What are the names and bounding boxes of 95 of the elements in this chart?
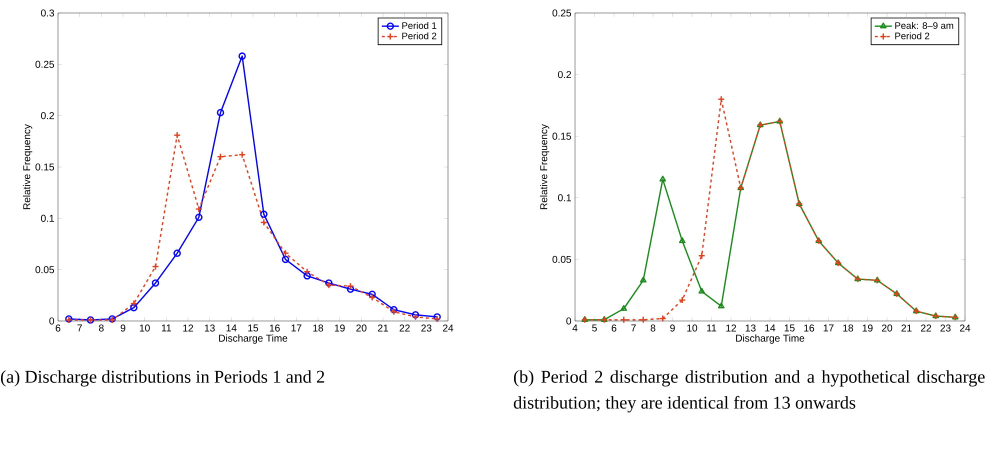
x-tick-label: 5: [592, 324, 597, 332]
point: [260, 218, 268, 226]
point: [173, 131, 181, 139]
x-tick-label: 19: [334, 324, 345, 332]
y-tick-label: 0.2: [558, 71, 571, 78]
x-tick-label: 9: [670, 324, 675, 332]
y-tick-label: 0.05: [35, 266, 54, 274]
y-tick-label: 0.3: [41, 9, 54, 17]
point: [238, 150, 246, 158]
x-tick-label: 15: [784, 324, 795, 332]
y-axis-title: Relative Frequency: [22, 124, 32, 210]
point: [303, 272, 311, 280]
x-tick-label: 23: [940, 324, 951, 332]
point: [368, 294, 376, 302]
x-tick-label: 18: [843, 324, 854, 332]
text: (a) Discharge distributions in Periods 1 and 2: [0, 370, 324, 387]
x-tick-label: 19: [862, 324, 873, 332]
point: [130, 300, 138, 308]
point: [620, 316, 628, 324]
point: [195, 214, 203, 222]
legend-label: Peak: 8–9 am: [895, 22, 954, 29]
x-tick-label: 18: [313, 324, 324, 332]
y-tick-label: 0: [49, 317, 54, 325]
point: [718, 302, 725, 308]
point: [620, 304, 628, 311]
point: [260, 210, 268, 218]
y-tick-label: 0.1: [41, 214, 54, 222]
y-tick-label: 0: [566, 317, 572, 325]
point: [678, 237, 686, 244]
x-tick-label: 15: [248, 324, 258, 332]
point: [303, 268, 311, 276]
x-tick-label: 6: [56, 324, 60, 332]
x-tick-label: 11: [707, 324, 716, 332]
x-tick-label: 21: [378, 324, 388, 332]
x-tick-label: 17: [824, 324, 834, 332]
y-tick-label: 0.15: [35, 163, 54, 171]
x-tick-label: 4: [572, 324, 578, 332]
x-tick-label: 16: [804, 324, 814, 332]
point: [659, 176, 666, 182]
x-tick-label: 24: [442, 324, 454, 332]
point: [659, 314, 666, 322]
x-axis-title: Discharge Time: [219, 334, 288, 344]
x-tick-label: 14: [226, 324, 237, 332]
point: [718, 96, 725, 103]
legend-label: Period 1: [402, 22, 436, 29]
point: [152, 262, 160, 270]
x-tick-label: 12: [183, 324, 194, 332]
x-tick-label: 20: [356, 324, 366, 332]
x-tick-label: 9: [120, 324, 126, 332]
y-tick-label: 0.05: [552, 256, 572, 263]
x-tick-label: 10: [687, 324, 698, 332]
x-tick-label: 14: [765, 324, 776, 332]
x-tick-label: 22: [400, 324, 410, 332]
point: [346, 282, 354, 290]
x-tick-label: 13: [204, 324, 215, 332]
x-tick-label: 6: [612, 324, 616, 332]
x-tick-label: 20: [882, 324, 892, 332]
point: [698, 252, 706, 260]
x-tick-label: 17: [292, 324, 302, 332]
x-tick-label: 16: [270, 324, 280, 332]
point: [216, 108, 224, 116]
x-tick-label: 8: [99, 324, 104, 332]
x-tick-label: 7: [77, 324, 82, 332]
y-tick-label: 0.1: [558, 194, 572, 202]
point: [130, 304, 138, 312]
point: [152, 279, 160, 287]
point: [282, 250, 290, 257]
x-tick-label: 8: [650, 324, 656, 332]
x-tick-label: 13: [746, 324, 756, 332]
x-tick-label: 7: [631, 324, 636, 332]
x-axis-title: Discharge Time: [736, 334, 804, 344]
y-axis-title: Relative Frequency: [540, 124, 550, 210]
y-tick-label: 0.25: [35, 60, 54, 68]
y-tick-label: 0.2: [41, 112, 54, 120]
point: [238, 52, 246, 60]
x-tick-label: 11: [162, 324, 172, 332]
x-tick-label: 23: [421, 324, 432, 332]
point: [640, 316, 647, 324]
legend-label: Period 2: [402, 32, 436, 40]
text: (b) Period 2 discharge distribution and a hypothetical discharge distribution; they are identical from 13 onwards: [514, 370, 985, 412]
x-tick-label: 12: [726, 324, 736, 332]
point: [216, 153, 224, 160]
x-tick-label: 21: [901, 324, 912, 332]
x-tick-label: 22: [920, 324, 932, 332]
y-tick-label: 0.25: [552, 9, 572, 17]
x-tick-label: 24: [960, 324, 970, 332]
point: [173, 250, 181, 257]
point: [698, 288, 706, 294]
y-tick-label: 0.15: [552, 132, 572, 140]
point: [282, 256, 290, 264]
point: [678, 296, 686, 304]
x-tick-label: 10: [140, 324, 150, 332]
legend-label: Period 2: [895, 32, 930, 40]
point: [640, 276, 647, 283]
point: [195, 205, 203, 213]
